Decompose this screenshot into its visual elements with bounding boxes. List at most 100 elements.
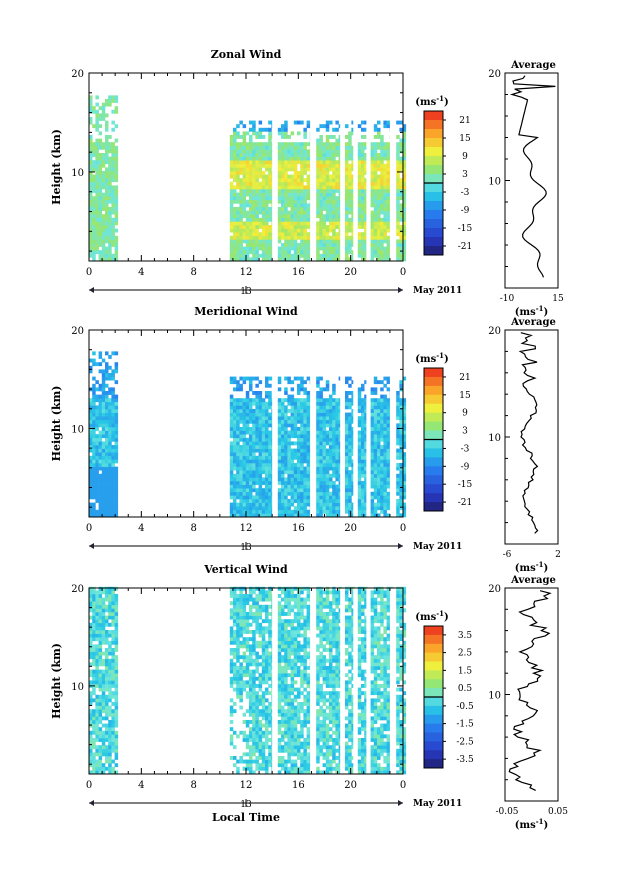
heatmap-cell bbox=[364, 163, 368, 168]
heatmap-cell bbox=[111, 171, 115, 175]
heatmap-cell bbox=[332, 250, 336, 255]
heatmap-cell bbox=[245, 149, 250, 154]
colorbar-tick-label: -9 bbox=[461, 206, 470, 216]
heatmap-cell bbox=[98, 142, 103, 147]
heatmap-cell bbox=[236, 156, 240, 161]
heatmap-cell bbox=[329, 196, 333, 201]
heatmap-cell bbox=[316, 138, 320, 143]
heatmap-cell bbox=[95, 676, 99, 681]
heatmap-cell bbox=[332, 145, 336, 150]
heatmap-cell bbox=[98, 709, 103, 714]
heatmap-cell bbox=[111, 727, 115, 732]
heatmap-cell bbox=[101, 142, 106, 147]
heatmap-cell bbox=[290, 409, 295, 413]
heatmap-cell bbox=[95, 727, 99, 732]
heatmap-cell bbox=[277, 473, 282, 478]
heatmap-cell bbox=[402, 463, 407, 467]
heatmap-cell bbox=[361, 509, 365, 514]
heatmap-cell bbox=[261, 196, 266, 201]
heatmap-cell bbox=[396, 196, 400, 201]
heatmap-cell bbox=[242, 448, 247, 453]
average-frame bbox=[504, 329, 559, 545]
heatmap-cell bbox=[370, 153, 375, 157]
heatmap-cell bbox=[101, 153, 106, 157]
heatmap-cell bbox=[380, 232, 384, 237]
heatmap-cell bbox=[277, 427, 282, 431]
heatmap-cell bbox=[258, 430, 263, 435]
heatmap-cell bbox=[386, 416, 391, 421]
heatmap-cell bbox=[258, 434, 263, 439]
heatmap-cell bbox=[316, 434, 320, 439]
heatmap-cell bbox=[114, 506, 119, 511]
heatmap-cell bbox=[287, 153, 291, 157]
heatmap-cell bbox=[89, 741, 93, 746]
heatmap-cell bbox=[229, 615, 234, 620]
heatmap-cell bbox=[297, 174, 301, 179]
heatmap-cell bbox=[335, 153, 339, 157]
heatmap-cell bbox=[319, 398, 323, 403]
heatmap-cell bbox=[370, 463, 375, 467]
heatmap-cell bbox=[252, 189, 256, 193]
heatmap-cell bbox=[383, 495, 387, 500]
colorbar-tick-label: -15 bbox=[458, 224, 473, 234]
heatmap-cell bbox=[258, 210, 263, 215]
heatmap-cell bbox=[377, 214, 381, 219]
heatmap-cell bbox=[111, 221, 115, 226]
heatmap-cell bbox=[245, 160, 250, 165]
heatmap-cell bbox=[236, 669, 240, 674]
heatmap-cell bbox=[351, 156, 355, 161]
heatmap-cell bbox=[233, 615, 237, 620]
heatmap-cell bbox=[249, 412, 253, 417]
heatmap-cell bbox=[303, 481, 307, 485]
heatmap-cell bbox=[345, 488, 349, 493]
heatmap-cell bbox=[105, 745, 109, 750]
heatmap-cell bbox=[101, 463, 106, 467]
heatmap-cell bbox=[396, 156, 400, 161]
heatmap-cell bbox=[316, 142, 320, 147]
heatmap-cell bbox=[98, 705, 103, 710]
heatmap-cell bbox=[380, 235, 384, 240]
heatmap-cell bbox=[364, 207, 368, 211]
heatmap-cell bbox=[297, 217, 301, 222]
heatmap-cell bbox=[114, 192, 119, 197]
heatmap-cell bbox=[108, 163, 112, 168]
heatmap-cell bbox=[399, 120, 403, 125]
heatmap-cell bbox=[380, 488, 384, 493]
heatmap-cell bbox=[329, 477, 333, 482]
heatmap-cell bbox=[316, 463, 320, 467]
heatmap-cell bbox=[233, 228, 237, 233]
heatmap-cell bbox=[361, 484, 365, 489]
heatmap-cell bbox=[345, 217, 349, 222]
heatmap-cell bbox=[95, 669, 99, 674]
heatmap-cell bbox=[293, 452, 298, 457]
heatmap-cell bbox=[108, 217, 112, 222]
heatmap-cell bbox=[239, 448, 243, 453]
heatmap-cell bbox=[351, 430, 355, 435]
heatmap-cell bbox=[361, 257, 365, 262]
heatmap-cell bbox=[242, 626, 247, 631]
heatmap-cell bbox=[281, 257, 285, 262]
heatmap-cell bbox=[101, 196, 106, 201]
heatmap-cell bbox=[233, 630, 237, 634]
heatmap-cell bbox=[89, 171, 93, 175]
heatmap-cell bbox=[245, 481, 250, 485]
heatmap-cell bbox=[236, 502, 240, 507]
heatmap-cell bbox=[348, 142, 352, 147]
heatmap-cell bbox=[261, 427, 266, 431]
heatmap-cell bbox=[261, 174, 266, 179]
heatmap-cell bbox=[233, 419, 237, 424]
heatmap-cell bbox=[300, 383, 304, 388]
heatmap-cell bbox=[303, 196, 307, 201]
heatmap-cell bbox=[325, 246, 330, 251]
heatmap-cell bbox=[89, 748, 93, 753]
heatmap-cell bbox=[236, 174, 240, 179]
heatmap-cell bbox=[364, 253, 368, 258]
heatmap-cell bbox=[98, 502, 103, 507]
heatmap-cell bbox=[95, 723, 99, 728]
y-tick-label: 20 bbox=[71, 69, 84, 80]
colorbar-unit: (ms-1) bbox=[415, 351, 448, 365]
heatmap-cell bbox=[114, 405, 119, 410]
heatmap-cell bbox=[249, 214, 253, 219]
heatmap-cell bbox=[322, 232, 327, 237]
heatmap-cell bbox=[284, 452, 288, 457]
